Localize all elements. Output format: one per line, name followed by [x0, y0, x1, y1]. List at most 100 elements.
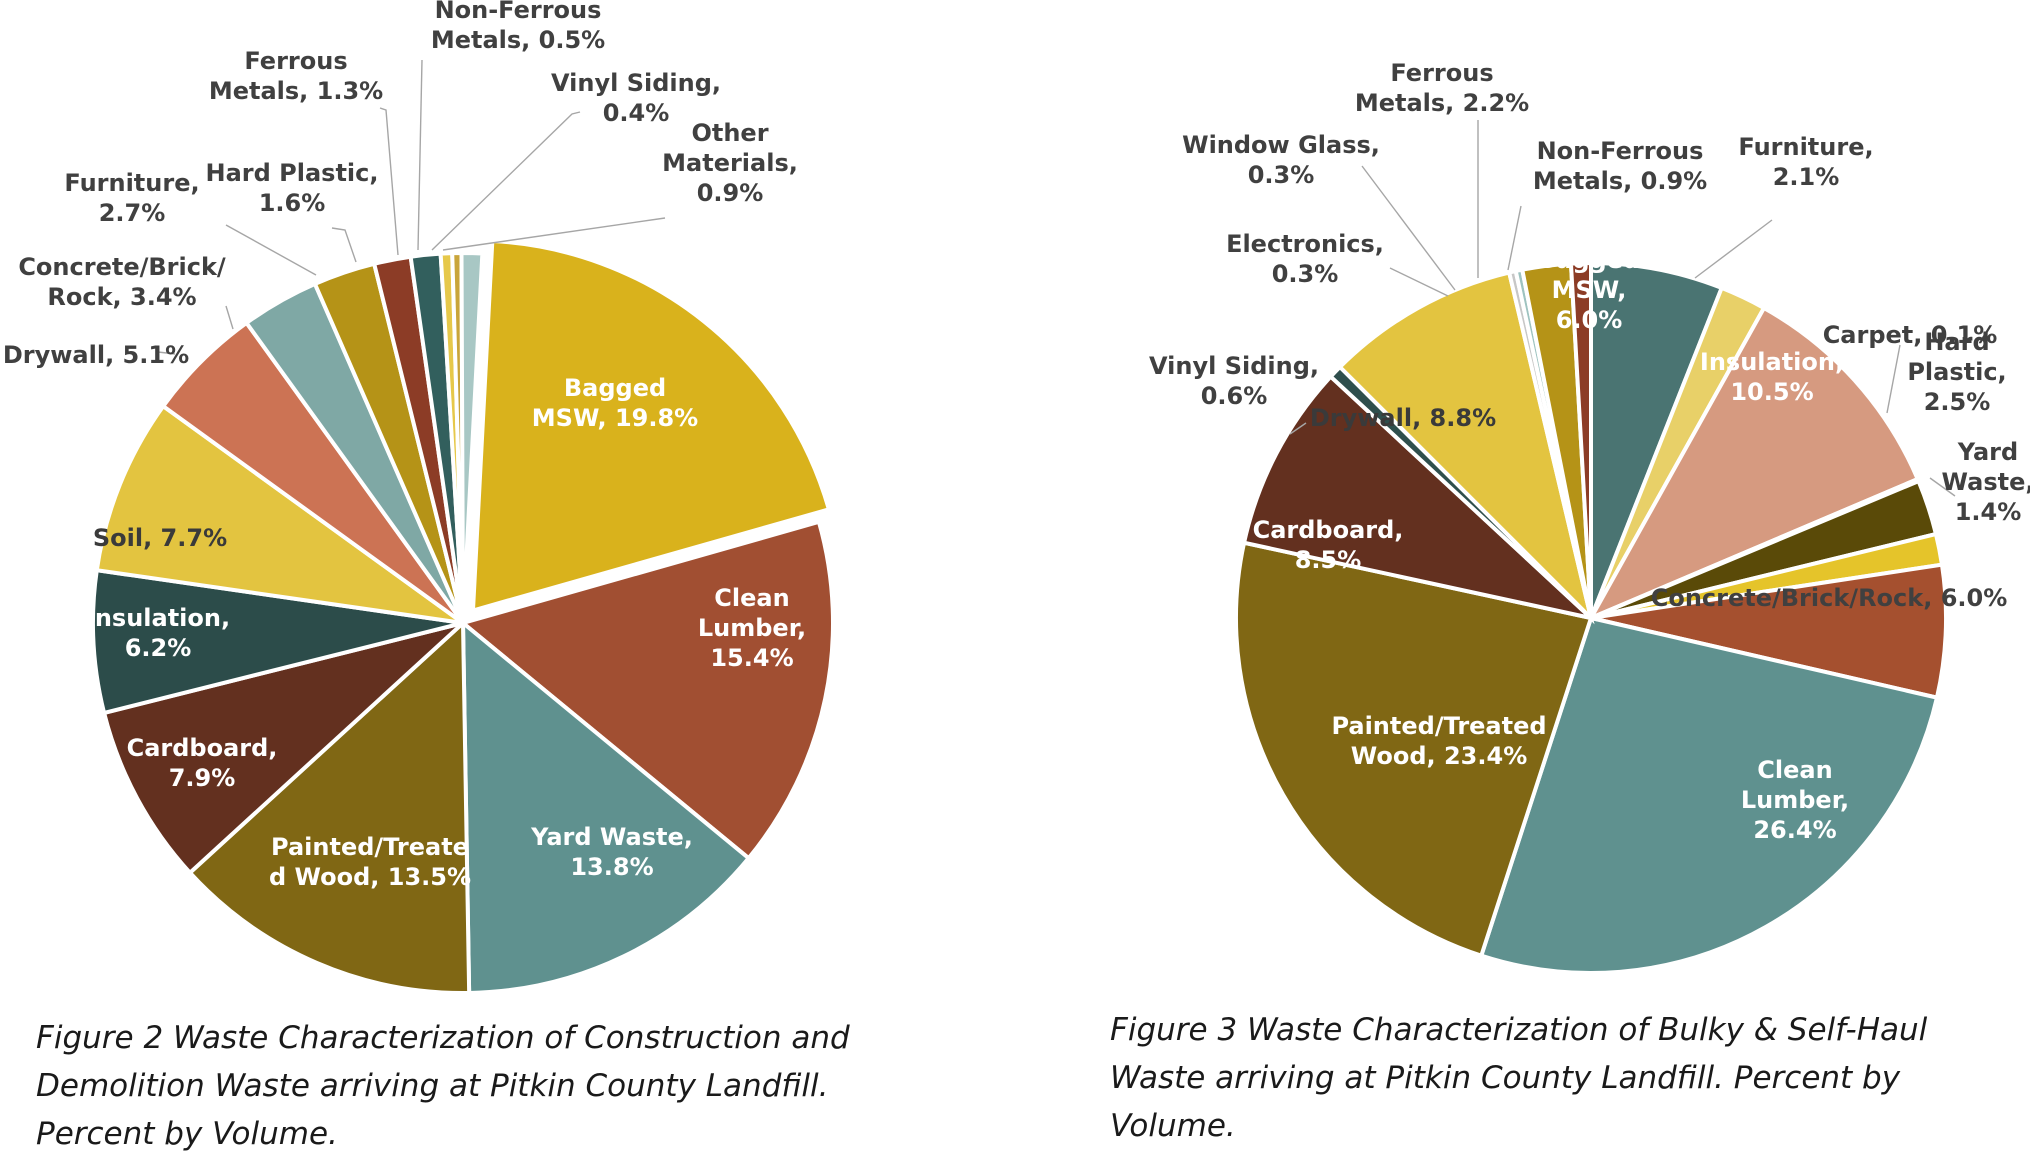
- data-label-vinyl-siding: Vinyl Siding, 0.6%: [1149, 352, 1319, 410]
- data-label-line: d Wood, 13.5%: [269, 863, 471, 891]
- data-label-painted-treated-wood: Painted/Treate d Wood, 13.5%: [269, 833, 471, 891]
- caption-line: Waste arriving at Pitkin County Landfill…: [1110, 1060, 1901, 1096]
- data-label-line: 2.5%: [1924, 388, 1991, 416]
- data-label-painted-treated-wood: Painted/Treated Wood, 23.4%: [1331, 712, 1546, 770]
- leader-line-vinyl-siding: [431, 111, 581, 251]
- data-label-line: 13.8%: [570, 853, 653, 881]
- data-label-line: 15.4%: [710, 644, 793, 672]
- data-label-line: 2.1%: [1773, 163, 1840, 191]
- leader-line-vinyl-siding: [1289, 422, 1307, 435]
- slice-cardboard: [101, 621, 465, 876]
- data-label-line: Carpet, 0.1%: [1823, 321, 1998, 349]
- leader-line-non-ferrous-metals: [1507, 205, 1522, 271]
- slice-concrete-brick-rock: [1590, 562, 1948, 701]
- caption-line: Demolition Waste arriving at Pitkin Coun…: [36, 1068, 829, 1104]
- data-label-yard-waste: Yard Waste, 1.4%: [1942, 438, 2030, 526]
- slice-bagged-msw: [470, 238, 832, 614]
- slice-bagged-msw: [1589, 260, 1725, 619]
- data-label-line: Hard Plastic,: [206, 159, 379, 187]
- slice-clean-lumber: [458, 519, 835, 861]
- slice-non-ferrous-metals: [1568, 260, 1593, 619]
- data-label-line: Plastic,: [1907, 358, 2006, 386]
- caption-line: Volume.: [1110, 1108, 1236, 1144]
- data-label-line: 0.9%: [697, 179, 764, 207]
- pie-chart-2: Bagged MSW, 19.8% Clean Lumber, 15.4% Yard Wa…: [3, 0, 835, 995]
- data-label-line: Drywall, 8.8%: [1310, 404, 1496, 432]
- leader-line-other-materials: [442, 217, 666, 251]
- leader-line-yard-waste: [1929, 477, 1956, 497]
- leader-line-drywall: [157, 351, 176, 355]
- slice-soil: [94, 403, 465, 625]
- data-label-line: Electronics,: [1226, 230, 1384, 258]
- data-label-line: Vinyl Siding,: [551, 69, 721, 97]
- data-label-ferrous-metals: Ferrous Metals, 1.3%: [209, 47, 383, 105]
- leader-line-carpet: [1886, 344, 1901, 414]
- leader-line-furniture: [1694, 219, 1773, 279]
- data-label-line: 8.5%: [1295, 546, 1362, 574]
- slice-cardboard: [1241, 373, 1598, 622]
- data-label-line: Hard: [1924, 328, 1989, 356]
- data-label-bagged-msw: Bagged MSW, 19.8%: [532, 374, 698, 432]
- data-label-line: Non-Ferrous: [1537, 137, 1704, 165]
- data-label-line: Metals, 0.5%: [431, 26, 605, 54]
- data-label-line: Waste,: [1942, 468, 2030, 496]
- data-label-line: Furniture,: [1738, 133, 1873, 161]
- data-label-line: Other: [691, 119, 768, 147]
- leader-line-electronics: [1389, 267, 1449, 297]
- data-label-electronics: Electronics, 0.3%: [1226, 230, 1384, 288]
- data-label-line: MSW,: [1552, 276, 1627, 304]
- data-label-cardboard: Cardboard, 7.9%: [127, 734, 278, 792]
- data-label-insulation: Insulation, 10.5%: [1700, 348, 1844, 406]
- leader-line-furniture: [225, 224, 317, 276]
- data-label-line: 6.2%: [125, 634, 192, 662]
- data-label-line: Clean: [1757, 756, 1832, 784]
- data-label-line: Insulation,: [1700, 348, 1844, 376]
- data-label-line: Metals, 0.9%: [1533, 167, 1707, 195]
- data-label-concrete-brick-rock: Concrete/Brick/Rock, 6.0%: [1651, 584, 2008, 612]
- data-label-clean-lumber: Clean Lumber, 26.4%: [1741, 756, 1849, 844]
- data-label-furniture: Furniture, 2.1%: [1738, 133, 1873, 191]
- leader-line-hard-plastic: [331, 227, 357, 263]
- slice-painted-treated-wood: [187, 618, 472, 995]
- data-label-line: MSW, 19.8%: [532, 404, 698, 432]
- data-label-line: Materials,: [662, 149, 798, 177]
- slice-clean-lumber: [1478, 615, 1940, 975]
- figure-2-caption: Figure 2 Waste Characterization of Const…: [36, 1014, 916, 1158]
- slice-insulation: [1586, 305, 1921, 623]
- data-label-line: 2.7%: [99, 199, 166, 227]
- data-label-line: Painted/Treated: [1331, 712, 1546, 740]
- data-label-line: Cardboard,: [1253, 516, 1404, 544]
- caption-line: Percent by Volume.: [36, 1116, 338, 1152]
- data-label-line: Cardboard,: [127, 734, 278, 762]
- data-label-line: Bagged: [1538, 246, 1640, 274]
- data-label-yard-waste: Yard Waste, 13.8%: [530, 823, 693, 881]
- data-label-line: 6.0%: [1556, 306, 1623, 334]
- data-label-drywall: Drywall, 8.8%: [1310, 404, 1496, 432]
- data-label-drywall: Drywall, 5.1%: [3, 341, 189, 369]
- data-label-line: 1.4%: [1955, 498, 2022, 526]
- data-label-non-ferrous-metals: Non-Ferrous Metals, 0.5%: [431, 0, 605, 54]
- data-label-line: Wood, 23.4%: [1351, 742, 1528, 770]
- data-label-line: Drywall, 5.1%: [3, 341, 189, 369]
- data-label-line: Soil, 7.7%: [93, 524, 227, 552]
- data-label-line: Ferrous: [244, 47, 347, 75]
- data-label-soil: Soil, 7.7%: [93, 524, 227, 552]
- data-label-carpet: Carpet, 0.1%: [1823, 321, 1998, 349]
- slice-painted-treated-wood: [1234, 540, 1594, 959]
- data-label-furniture: Furniture, 2.7%: [64, 169, 199, 227]
- slice-insulation: [91, 567, 464, 716]
- data-label-line: Insulation,: [86, 604, 230, 632]
- data-label-line: Yard: [1957, 438, 2018, 466]
- data-label-line: Ferrous: [1390, 59, 1493, 87]
- leader-line-window-glass: [1361, 165, 1456, 291]
- data-label-ferrous-metals: Ferrous Metals, 2.2%: [1355, 59, 1529, 117]
- data-label-line: 0.6%: [1201, 382, 1268, 410]
- data-label-hard-plastic: Hard Plastic, 1.6%: [206, 159, 379, 217]
- figure-3-caption: Figure 3 Waste Characterization of Bulky…: [1110, 1006, 1990, 1150]
- leader-line-non-ferrous-metals: [417, 59, 423, 251]
- data-label-other-materials: Other Materials, 0.9%: [662, 119, 798, 207]
- data-label-line: 0.4%: [603, 99, 670, 127]
- data-label-clean-lumber: Clean Lumber, 15.4%: [698, 584, 806, 672]
- pie-chart-3: Bagged MSW, 6.0%Furniture, 2.1%Insulation, 1…: [1149, 59, 2030, 975]
